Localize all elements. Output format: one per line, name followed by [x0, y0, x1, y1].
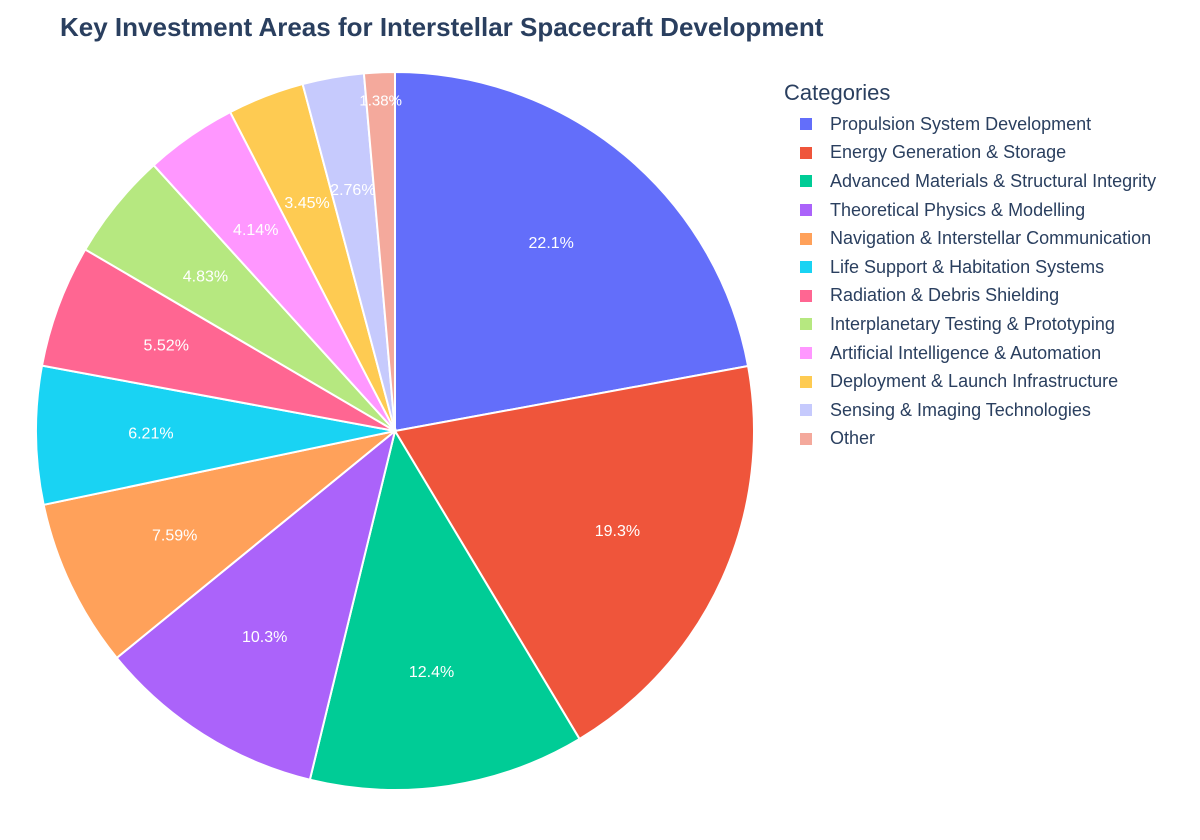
pie-slice[interactable] [362, 70, 396, 432]
slice-label: 7.59% [152, 528, 197, 545]
legend-swatch [800, 232, 812, 245]
legend-label: Propulsion System Development [830, 113, 1092, 134]
legend-swatch [800, 318, 812, 331]
pie-slice[interactable] [394, 70, 750, 433]
legend-label: Other [830, 428, 876, 449]
legend-label: Artificial Intelligence & Automation [830, 342, 1102, 363]
slice-label: 2.76% [330, 182, 375, 199]
pie-slice[interactable] [35, 364, 396, 506]
pie-slice[interactable] [393, 364, 755, 741]
legend-swatch [800, 118, 812, 131]
legend-swatch [800, 432, 812, 445]
slice-label: 19.3% [595, 523, 640, 540]
legend-swatch [800, 289, 812, 302]
legend-label: Advanced Materials & Structural Integrit… [830, 170, 1157, 191]
slice-label: 12.4% [409, 664, 454, 681]
legend-item[interactable]: Radiation & Debris Shielding [784, 282, 1156, 311]
legend-item[interactable]: Other [784, 425, 1156, 454]
slice-label: 3.45% [284, 195, 329, 212]
legend-item[interactable]: Navigation & Interstellar Communication [784, 224, 1156, 253]
legend-label: Deployment & Launch Infrastructure [830, 371, 1119, 392]
legend-label: Life Support & Habitation Systems [830, 256, 1105, 277]
legend-item[interactable]: Propulsion System Development [784, 110, 1156, 139]
legend-swatch [800, 175, 812, 188]
legend-swatch [800, 146, 812, 159]
slice-label: 5.52% [144, 337, 189, 354]
legend-swatch [800, 347, 812, 360]
legend-title: Categories [784, 80, 891, 105]
slice-label: 6.21% [128, 425, 173, 442]
legend-swatch [800, 204, 812, 217]
slice-label: 10.3% [242, 629, 287, 646]
legend-item[interactable]: Advanced Materials & Structural Integrit… [784, 167, 1156, 196]
legend-swatch [800, 375, 812, 388]
pie-slice[interactable] [42, 430, 396, 660]
legend: Categories Propulsion System Development… [784, 80, 1156, 453]
legend-label: Radiation & Debris Shielding [830, 285, 1060, 306]
pie-slice[interactable] [308, 428, 581, 791]
slice-label: 1.38% [359, 93, 402, 110]
slice-label: 4.14% [233, 222, 278, 239]
legend-label: Theoretical Physics & Modelling [830, 199, 1086, 220]
legend-swatch [800, 261, 812, 274]
legend-item[interactable]: Sensing & Imaging Technologies [784, 396, 1156, 425]
slice-label: 22.1% [529, 235, 574, 252]
legend-label: Energy Generation & Storage [830, 142, 1067, 163]
legend-items: Propulsion System Development Energy Gene… [784, 110, 1156, 453]
legend-item[interactable]: Interplanetary Testing & Prototyping [784, 310, 1156, 339]
legend-label: Sensing & Imaging Technologies [830, 399, 1091, 420]
chart-title: Key Investment Areas for Interstellar Sp… [60, 12, 824, 42]
slice-label: 4.83% [183, 269, 228, 286]
legend-item[interactable]: Artificial Intelligence & Automation [784, 339, 1156, 368]
pie-slice[interactable] [115, 428, 397, 781]
legend-swatch [800, 404, 812, 417]
legend-item[interactable]: Life Support & Habitation Systems [784, 253, 1156, 282]
legend-item[interactable]: Energy Generation & Storage [784, 139, 1156, 168]
legend-item[interactable]: Theoretical Physics & Modelling [784, 196, 1156, 225]
legend-item[interactable]: Deployment & Launch Infrastructure [784, 367, 1156, 396]
legend-label: Navigation & Interstellar Communication [830, 228, 1152, 249]
legend-label: Interplanetary Testing & Prototyping [830, 313, 1115, 334]
